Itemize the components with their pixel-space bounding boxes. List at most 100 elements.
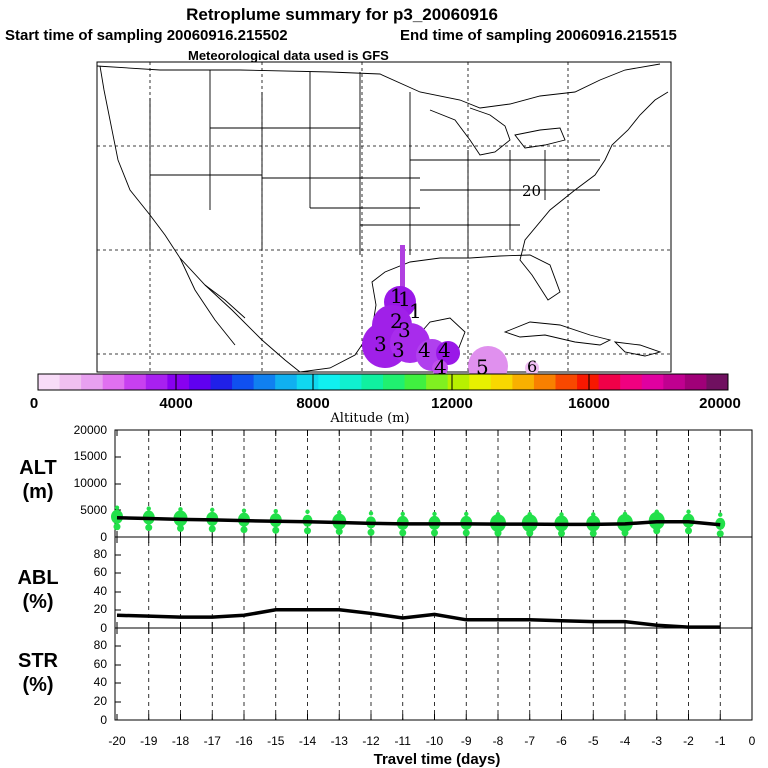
alt-marker-bottom: [462, 529, 470, 537]
panels: [114, 429, 753, 721]
colorbar-cell: [684, 374, 707, 390]
map-label: 5: [476, 355, 489, 379]
colorbar-cell: [124, 374, 147, 390]
colorbar-cell: [253, 374, 276, 390]
x-tick-label: -16: [235, 734, 253, 748]
alt-marker-bottom: [335, 528, 343, 536]
map-graticule: [97, 62, 671, 372]
alt-marker-top: [337, 510, 342, 515]
colorbar-cells: [38, 374, 729, 390]
map-label: 1: [390, 284, 403, 308]
alt-ytick: 10000: [74, 476, 108, 490]
alt-marker-top: [400, 511, 405, 517]
colorbar-cell: [512, 374, 535, 390]
colorbar-tick: 16000: [568, 395, 610, 412]
alt-marker: [111, 509, 123, 524]
x-tick-label: -6: [556, 734, 567, 748]
colorbar-label: Altitude (m): [329, 411, 409, 426]
colorbar-cell: [339, 374, 362, 390]
colorbar-tick: 0: [30, 395, 38, 412]
x-tick-label: -20: [108, 734, 126, 748]
x-tick-labels: -20 -19 -18 -17 -16 -15 -14 -13 -12 -11 -10 -9 -8 -7-…: [108, 734, 755, 748]
x-tick-label: -10: [426, 734, 444, 748]
panel-gridlines: [148, 430, 721, 720]
alt-marker-bottom: [208, 525, 216, 533]
start-sampling-text: Start time of sampling 20060916.215502: [5, 27, 288, 44]
plume-blob: [525, 361, 539, 375]
alt-marker-top: [273, 509, 278, 514]
alt-marker-bottom: [589, 529, 597, 537]
colorbar-cell: [490, 374, 513, 390]
abl-ytick: 60: [94, 565, 108, 579]
alt-marker-top: [527, 511, 532, 517]
colorbar-cell: [188, 374, 211, 390]
colorbar-cell: [577, 374, 600, 390]
alt-marker-bottom: [240, 526, 248, 534]
alt-series-line: [116, 515, 721, 527]
x-tick-label: -18: [172, 734, 190, 748]
colorbar-cell: [232, 374, 255, 390]
colorbar-cell: [706, 374, 729, 390]
map-label: 3: [374, 332, 387, 356]
alt-marker-bottom: [685, 527, 692, 535]
alt-marker-top: [210, 507, 215, 513]
colorbar-cell: [404, 374, 427, 390]
x-tick-label: -11: [395, 734, 412, 748]
map-label: 4: [434, 355, 447, 379]
alt-marker-bottom: [716, 530, 724, 538]
str-ytick: 0: [100, 713, 107, 727]
alt-marker-top: [495, 511, 501, 517]
map-label: 20: [522, 182, 541, 200]
map-label: 1: [398, 287, 411, 311]
alt-marker-bottom: [653, 527, 661, 535]
x-tick-label: -13: [331, 734, 349, 748]
map-label: 3: [392, 338, 405, 362]
colorbar-cell: [318, 374, 341, 390]
map-day-labels: 1 1 1 2 3 3 3 4 4 4 5 6 20: [374, 182, 541, 379]
colorbar-cell: [469, 374, 492, 390]
colorbar-cell: [38, 374, 61, 390]
colorbar-cell: [426, 374, 449, 390]
met-data-text: Meteorological data used is GFS: [188, 48, 389, 63]
alt-marker-bottom: [526, 529, 534, 537]
colorbar-cell: [533, 374, 556, 390]
abl-ylabel-unit: (%): [22, 591, 53, 613]
alt-marker-top: [686, 509, 691, 514]
colorbar-cell: [447, 374, 470, 390]
alt-marker-top: [559, 512, 564, 517]
alt-marker-bottom: [558, 529, 565, 537]
alt-marker-bottom: [431, 529, 438, 537]
plume-blob: [436, 341, 460, 365]
alt-marker-bottom: [304, 527, 311, 535]
alt-marker-top: [368, 511, 374, 516]
plume-blob: [432, 360, 448, 376]
alt-marker-top: [654, 509, 659, 514]
map-label: 2: [390, 309, 403, 333]
str-ylabel: STR: [18, 650, 59, 672]
alt-marker-top: [622, 511, 628, 517]
colorbar-cell: [81, 374, 104, 390]
colorbar-cell: [361, 374, 384, 390]
colorbar-cell: [59, 374, 82, 390]
x-tick-label: -1: [715, 734, 726, 748]
alt-marker-top: [305, 509, 310, 514]
abl-ylabel: ABL: [17, 567, 58, 589]
x-tick-label: -14: [299, 734, 317, 748]
alt-markers: [111, 505, 726, 538]
abl-series-line: [116, 608, 721, 629]
x-tick-label: -2: [683, 734, 694, 748]
colorbar-tick: 4000: [159, 395, 192, 412]
x-tick-label: -12: [362, 734, 380, 748]
colorbar-cell: [102, 374, 125, 390]
colorbar-tick: 8000: [296, 395, 329, 412]
x-tick-label: -9: [461, 734, 472, 748]
alt-ytick: 0: [100, 530, 107, 544]
str-ytick: 20: [94, 694, 108, 708]
panels-frame: [114, 429, 753, 721]
colorbar-cell: [620, 374, 643, 390]
colorbar-cell: [167, 374, 190, 390]
str-ytick: 80: [94, 638, 108, 652]
x-tick-label: -15: [267, 734, 285, 748]
x-tick-label: -4: [620, 734, 631, 748]
